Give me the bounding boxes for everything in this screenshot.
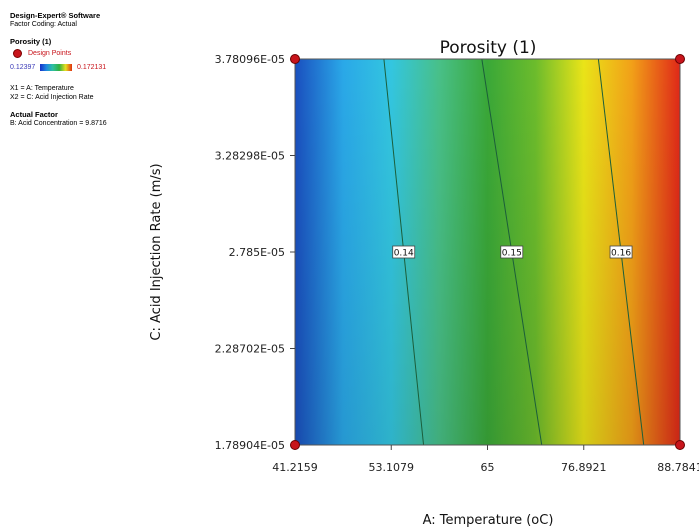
x-tick-label: 41.2159 — [272, 461, 318, 474]
design-point — [675, 440, 685, 450]
actual-factor-value: B: Acid Concentration = 9.8716 — [10, 120, 107, 127]
software-name: Design-Expert® Software — [10, 11, 101, 20]
x2-definition: X2 = C: Acid Injection Rate — [10, 94, 94, 101]
contour-label: 0.16 — [611, 249, 631, 259]
chart-title: Porosity (1) — [440, 38, 537, 58]
design-points-legend: Design Points — [10, 48, 170, 58]
contour-label-box — [500, 245, 524, 259]
contour-label-box — [609, 245, 633, 259]
contour-label: 0.15 — [502, 249, 522, 259]
contour-label: 0.14 — [394, 249, 414, 259]
contour-lines: 0.14 0.15 0.16 — [383, 58, 645, 446]
actual-factor-title: Actual Factor — [10, 110, 58, 119]
y-ticks: 1.78904E-05 2.28702E-05 2.785E-05 3.28298E-… — [215, 53, 295, 452]
color-scale-legend: 0.12397 0.172131 — [10, 62, 170, 72]
y-tick-label: 3.28298E-05 — [215, 150, 285, 163]
design-points — [290, 54, 685, 450]
x-tick-label: 88.7841 — [657, 461, 699, 474]
design-point-icon — [13, 48, 22, 58]
x-axis-label: A: Temperature (oC) — [423, 513, 554, 528]
y-tick-label: 2.785E-05 — [229, 246, 285, 259]
y-tick-label: 2.28702E-05 — [215, 343, 285, 356]
variables: X1 = A: Temperature X2 = C: Acid Injecti… — [10, 84, 170, 102]
info-panel: Design-Expert® Software Factor Coding: A… — [10, 11, 170, 128]
scale-min: 0.12397 — [10, 63, 36, 71]
design-point — [290, 54, 300, 64]
x1-definition: X1 = A: Temperature — [10, 85, 74, 92]
design-points-label: Design Points — [28, 49, 72, 57]
design-point — [675, 54, 685, 64]
response-name: Porosity (1) — [10, 37, 52, 46]
color-scale-bar — [40, 63, 72, 71]
y-axis-label: C: Acid Injection Rate (m/s) — [149, 163, 164, 340]
design-point — [290, 440, 300, 450]
x-tick-label: 76.8921 — [561, 461, 607, 474]
scale-max: 0.172131 — [77, 63, 107, 71]
y-tick-label: 1.78904E-05 — [215, 439, 285, 452]
contour-label-box — [392, 245, 416, 259]
x-tick-label: 65 — [481, 461, 495, 474]
x-tick-label: 53.1079 — [368, 461, 414, 474]
x-ticks: 41.2159 53.1079 65 76.8921 88.7841 — [272, 445, 699, 474]
y-tick-label: 3.78096E-05 — [215, 53, 285, 66]
factor-coding: Factor Coding: Actual — [10, 21, 77, 28]
